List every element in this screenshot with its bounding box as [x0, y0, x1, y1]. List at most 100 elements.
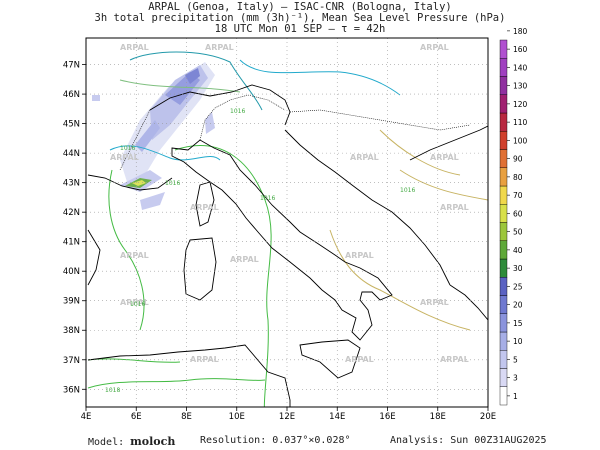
coastlines — [87, 84, 488, 407]
colorbar-swatch — [499, 222, 508, 241]
colorbar-swatch — [499, 204, 508, 223]
longitude-labels: 4E 6E 8E 10E 12E 14E 16E 18E 20E — [81, 407, 496, 422]
watermark-label: ARPAL — [230, 255, 259, 264]
isobar-label: 1018 — [105, 387, 120, 394]
watermark-label: ARPAL — [430, 153, 459, 162]
lat-tick-label: 45N — [63, 120, 80, 130]
isobar-labels: 1016 1016 1016 1016 1018 1016 1016 — [105, 108, 415, 394]
chart-title-line2: 3h total precipitation (mm (3h)⁻¹), Mean… — [94, 12, 506, 24]
lat-tick-label: 38N — [63, 326, 80, 336]
colorbar-swatch — [499, 167, 508, 187]
lat-tick-label: 46N — [63, 90, 80, 100]
watermark-label: ARPAL — [190, 203, 219, 212]
precipitation-map: ARPAL ARPAL ARPAL ARPAL ARPAL ARPAL ARPAL ARPAL… — [63, 27, 528, 422]
watermark-label: ARPAL — [120, 298, 149, 307]
colorbar-swatch — [499, 39, 508, 59]
watermark-label: ARPAL — [440, 355, 469, 364]
colorbar-label: 50 — [513, 228, 523, 237]
isobar-label: 1016 — [165, 180, 180, 187]
chart-title-line1: ARPAL (Genoa, Italy) – ISAC-CNR (Bologna… — [148, 1, 452, 13]
lon-tick-label: 16E — [379, 412, 395, 422]
colorbar-label: 100 — [513, 136, 528, 145]
colorbar-swatch — [499, 76, 508, 95]
colorbar-label: 110 — [513, 118, 528, 127]
map-gridlines — [86, 38, 488, 407]
lon-tick-label: 18E — [430, 412, 446, 422]
watermark-label: ARPAL — [345, 251, 374, 260]
lat-tick-label: 47N — [63, 61, 80, 71]
watermark-label: ARPAL — [440, 203, 469, 212]
watermark-label: ARPAL — [420, 298, 449, 307]
lat-tick-label: 43N — [63, 179, 80, 189]
isobar-label: 1016 — [130, 301, 145, 308]
colorbar-label: 130 — [513, 82, 528, 91]
chart-title-line3: 18 UTC Mon 01 SEP – τ = 42h — [214, 23, 386, 35]
colorbar-swatch — [499, 386, 508, 406]
lon-tick-label: 12E — [279, 412, 295, 422]
lon-tick-label: 6E — [131, 412, 142, 422]
colorbar-label: 15 — [513, 319, 523, 328]
colorbar-swatch — [499, 112, 508, 132]
colorbar-label: 80 — [513, 173, 523, 182]
colorbar-label: 25 — [513, 282, 523, 291]
colorbar-label: 140 — [513, 63, 528, 72]
footer-model-label: Model: — [88, 437, 125, 448]
colorbar-swatch — [499, 240, 508, 260]
colorbar-swatch — [499, 313, 508, 333]
precipitation-shading — [92, 62, 215, 210]
colorbar-label: 3 — [513, 374, 518, 383]
colorbar-swatch — [499, 350, 508, 369]
colorbar-label: 90 — [513, 155, 523, 164]
colorbar-swatch — [499, 185, 508, 205]
footer-model-value: moloch — [130, 435, 176, 448]
watermark-label: ARPAL — [205, 43, 234, 52]
colorbar-label: 5 — [513, 355, 518, 364]
lon-tick-label: 14E — [329, 412, 345, 422]
watermark-label: ARPAL — [120, 43, 149, 52]
isobar-label: 1016 — [230, 108, 245, 115]
colorbar-swatch — [499, 277, 508, 296]
colorbar-swatch — [499, 295, 508, 314]
isobars — [87, 51, 488, 407]
national-borders — [119, 94, 471, 171]
lat-tick-label: 42N — [63, 208, 80, 218]
isobar-label: 1016 — [400, 187, 415, 194]
lat-tick-label: 36N — [63, 385, 80, 395]
lat-tick-label: 37N — [63, 356, 80, 366]
colorbar-swatch — [499, 149, 508, 168]
watermark-label: ARPAL — [350, 153, 379, 162]
footer-model: Model: moloch — [88, 435, 175, 448]
watermarks: ARPAL ARPAL ARPAL ARPAL ARPAL ARPAL ARPAL ARPAL… — [110, 43, 469, 364]
watermark-label: ARPAL — [110, 153, 139, 162]
colorbar-swatch — [499, 331, 508, 351]
colorbar-label: 120 — [513, 100, 528, 109]
colorbar-label: 1 — [513, 392, 518, 401]
colorbar-label: 60 — [513, 209, 523, 218]
watermark-label: ARPAL — [190, 355, 219, 364]
lon-tick-label: 8E — [181, 412, 192, 422]
watermark-label: ARPAL — [420, 43, 449, 52]
colorbar-swatch — [499, 94, 508, 114]
lat-tick-label: 39N — [63, 297, 80, 307]
colorbar-label: 180 — [513, 27, 528, 36]
watermark-label: ARPAL — [345, 355, 374, 364]
lat-tick-label: 44N — [63, 149, 80, 159]
lon-tick-label: 10E — [229, 412, 245, 422]
footer-analysis: Analysis: Sun 00Z31AUG2025 — [390, 435, 547, 446]
lon-tick-label: 20E — [480, 412, 496, 422]
colorbar-label: 10 — [513, 337, 523, 346]
colorbar-swatch — [499, 131, 508, 150]
lat-tick-label: 40N — [63, 267, 80, 277]
colorbar-swatch — [499, 368, 508, 387]
isobar-label: 1016 — [260, 195, 275, 202]
colorbar-label: 20 — [513, 301, 523, 310]
colorbar-swatch — [499, 258, 508, 278]
latitude-labels: 36N 37N 38N 39N 40N 41N 42N 43N 44N 45N 46N 47N — [63, 61, 86, 395]
colorbar-label: 30 — [513, 264, 523, 273]
colorbar-swatch — [499, 58, 508, 77]
colorbar: 1 3 5 10 15 20 25 30 40 50 60 70 80 90 100 110 120 130 140… — [499, 27, 528, 406]
isobar-label: 1016 — [120, 145, 135, 152]
colorbar-label: 160 — [513, 45, 528, 54]
colorbar-label: 70 — [513, 191, 523, 200]
colorbar-label: 40 — [513, 246, 523, 255]
